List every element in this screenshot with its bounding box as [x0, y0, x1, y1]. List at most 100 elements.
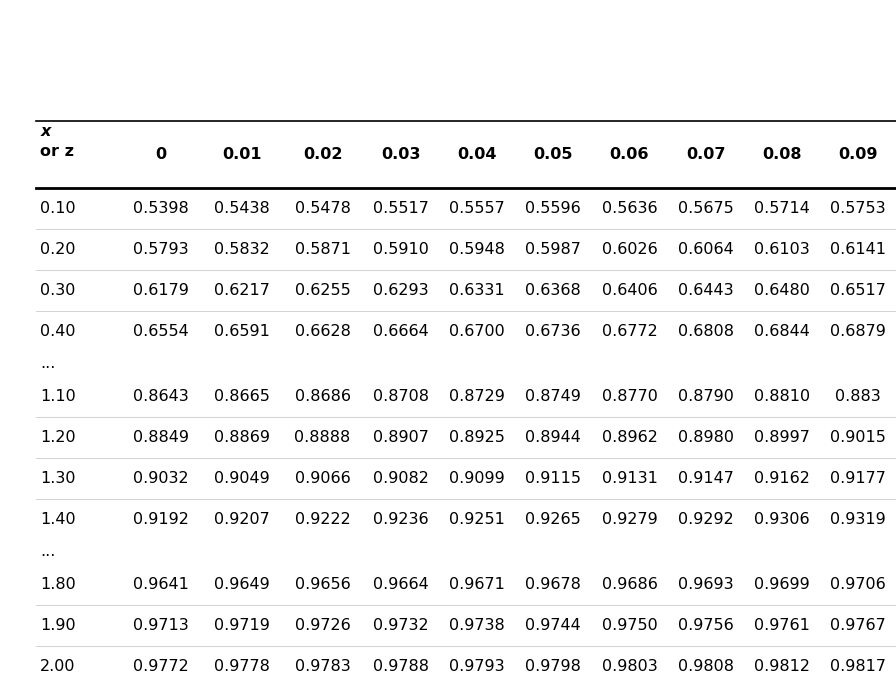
Text: 0.9251: 0.9251 — [449, 512, 505, 527]
Text: P(Z ≤ x) = N(x) for x ≥ 0 or P(Z ≤ z) = N(z) for z ≥ 0: P(Z ≤ x) = N(x) for x ≥ 0 or P(Z ≤ z) = … — [22, 68, 526, 86]
Text: 0.9306: 0.9306 — [754, 512, 810, 527]
Text: 0.01: 0.01 — [222, 147, 262, 162]
Text: 0.5753: 0.5753 — [830, 201, 886, 216]
Text: 0.8749: 0.8749 — [525, 389, 582, 404]
Text: 0.05: 0.05 — [533, 147, 573, 162]
Text: 0.9756: 0.9756 — [677, 618, 734, 633]
Text: 0.8980: 0.8980 — [677, 430, 734, 445]
Text: 0.6517: 0.6517 — [830, 283, 886, 297]
Text: 2.00: 2.00 — [40, 659, 76, 674]
Text: 0.6179: 0.6179 — [134, 283, 189, 297]
Text: 0.8925: 0.8925 — [449, 430, 505, 445]
Text: 0.08: 0.08 — [762, 147, 802, 162]
Text: 0.5557: 0.5557 — [449, 201, 505, 216]
Text: 0.5596: 0.5596 — [525, 201, 582, 216]
Text: 0.8665: 0.8665 — [214, 389, 270, 404]
Text: 0.6293: 0.6293 — [373, 283, 429, 297]
Text: 0.883: 0.883 — [835, 389, 881, 404]
Text: 0.8869: 0.8869 — [214, 430, 270, 445]
Text: 0.9803: 0.9803 — [601, 659, 658, 674]
Text: 0.5714: 0.5714 — [754, 201, 810, 216]
Text: Cumulative Probabilities for a Standard Normal Distribution: Cumulative Probabilities for a Standard … — [22, 22, 659, 41]
Text: 0.9207: 0.9207 — [214, 512, 270, 527]
Text: 0.9738: 0.9738 — [449, 618, 505, 633]
Text: 0.9719: 0.9719 — [214, 618, 270, 633]
Text: 0.9783: 0.9783 — [295, 659, 350, 674]
Text: 0.9793: 0.9793 — [449, 659, 505, 674]
Text: 0.8770: 0.8770 — [601, 389, 658, 404]
Text: 0.9693: 0.9693 — [677, 577, 734, 592]
Text: 0.9279: 0.9279 — [601, 512, 658, 527]
Text: 0.9032: 0.9032 — [134, 471, 189, 486]
Text: ...: ... — [40, 545, 56, 559]
Text: 0.6736: 0.6736 — [525, 324, 582, 339]
Text: 0.5871: 0.5871 — [295, 242, 350, 257]
Text: 0.6844: 0.6844 — [754, 324, 810, 339]
Text: 0.9147: 0.9147 — [677, 471, 734, 486]
Text: 0.06: 0.06 — [609, 147, 650, 162]
Text: 0.9788: 0.9788 — [373, 659, 429, 674]
Text: 1.90: 1.90 — [40, 618, 76, 633]
Text: 0.9671: 0.9671 — [449, 577, 505, 592]
Text: 1.10: 1.10 — [40, 389, 76, 404]
Text: 0.9812: 0.9812 — [754, 659, 810, 674]
Text: 0.6554: 0.6554 — [134, 324, 189, 339]
Text: 0.9649: 0.9649 — [214, 577, 270, 592]
Text: 0.6628: 0.6628 — [295, 324, 350, 339]
Text: 0.9772: 0.9772 — [134, 659, 189, 674]
Text: 0.6664: 0.6664 — [373, 324, 429, 339]
Text: 0.8729: 0.8729 — [449, 389, 505, 404]
Text: 0.5675: 0.5675 — [677, 201, 734, 216]
Text: 0.9192: 0.9192 — [134, 512, 189, 527]
Text: 0.5517: 0.5517 — [373, 201, 429, 216]
Text: 0.5948: 0.5948 — [449, 242, 505, 257]
Text: 0: 0 — [156, 147, 167, 162]
Text: 0.8790: 0.8790 — [677, 389, 734, 404]
Text: 0.9678: 0.9678 — [525, 577, 582, 592]
Text: 0.5832: 0.5832 — [214, 242, 270, 257]
Text: 0.9641: 0.9641 — [134, 577, 189, 592]
Text: 0.9066: 0.9066 — [295, 471, 350, 486]
Text: 0.5636: 0.5636 — [601, 201, 658, 216]
Text: 0.9798: 0.9798 — [525, 659, 582, 674]
Text: 0.9222: 0.9222 — [295, 512, 350, 527]
Text: 0.9664: 0.9664 — [373, 577, 429, 592]
Text: 0.9265: 0.9265 — [525, 512, 582, 527]
Text: 0.9699: 0.9699 — [754, 577, 810, 592]
Text: 0.30: 0.30 — [40, 283, 75, 297]
Text: 0.9177: 0.9177 — [830, 471, 886, 486]
Text: 0.6406: 0.6406 — [601, 283, 658, 297]
Text: 0.6368: 0.6368 — [525, 283, 582, 297]
Text: 0.6217: 0.6217 — [214, 283, 270, 297]
Text: 0.5478: 0.5478 — [295, 201, 350, 216]
Text: 0.07: 0.07 — [685, 147, 726, 162]
Text: 0.8686: 0.8686 — [295, 389, 350, 404]
Text: 0.9750: 0.9750 — [601, 618, 658, 633]
Text: 0.5987: 0.5987 — [525, 242, 582, 257]
Text: 0.9732: 0.9732 — [373, 618, 429, 633]
Text: 0.6700: 0.6700 — [449, 324, 505, 339]
Text: 0.6141: 0.6141 — [830, 242, 886, 257]
Text: 0.8944: 0.8944 — [525, 430, 582, 445]
Text: 1.20: 1.20 — [40, 430, 76, 445]
Text: 0.9115: 0.9115 — [525, 471, 582, 486]
Text: 0.9817: 0.9817 — [830, 659, 886, 674]
Text: 0.9049: 0.9049 — [214, 471, 270, 486]
Text: 1.40: 1.40 — [40, 512, 76, 527]
Text: 0.10: 0.10 — [40, 201, 76, 216]
Text: 0.9761: 0.9761 — [754, 618, 810, 633]
Text: 0.9706: 0.9706 — [830, 577, 886, 592]
Text: 0.8810: 0.8810 — [754, 389, 810, 404]
Text: 0.6443: 0.6443 — [677, 283, 734, 297]
Text: ...: ... — [40, 357, 56, 372]
Text: 0.9713: 0.9713 — [134, 618, 189, 633]
Text: 0.09: 0.09 — [838, 147, 878, 162]
Text: 0.9726: 0.9726 — [295, 618, 350, 633]
Text: 0.6480: 0.6480 — [754, 283, 810, 297]
Text: 0.8849: 0.8849 — [134, 430, 189, 445]
Text: 0.9131: 0.9131 — [601, 471, 658, 486]
Text: 0.9236: 0.9236 — [373, 512, 429, 527]
Text: 0.6808: 0.6808 — [677, 324, 734, 339]
Text: 0.8907: 0.8907 — [373, 430, 429, 445]
Text: 0.03: 0.03 — [381, 147, 421, 162]
